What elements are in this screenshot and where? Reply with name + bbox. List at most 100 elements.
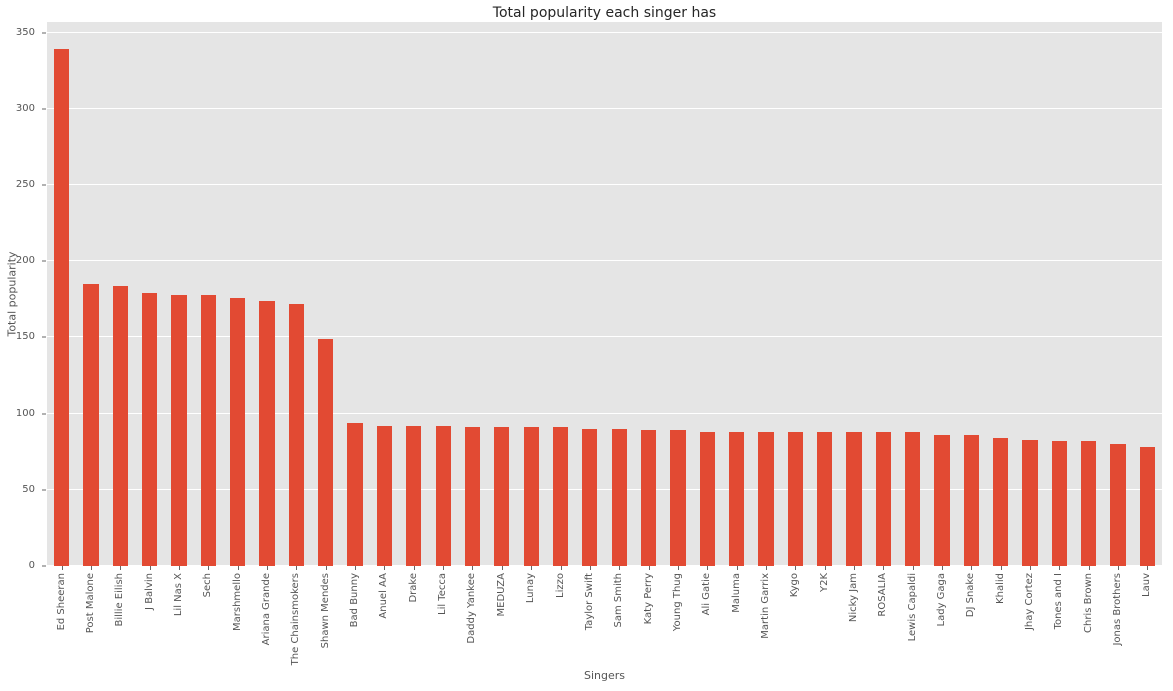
x-tick-column: Sech — [194, 566, 223, 658]
bar — [435, 425, 451, 566]
x-tick-column: MEDUZA — [487, 566, 516, 658]
bar-column — [517, 22, 546, 566]
x-tick-column: Y2K — [810, 566, 839, 658]
x-tick-label: Drake — [407, 573, 419, 603]
bar — [1022, 439, 1038, 566]
bar-column — [164, 22, 193, 566]
bar-column — [1045, 22, 1074, 566]
bar-column — [311, 22, 340, 566]
bar-column — [898, 22, 927, 566]
x-tick-column: Marshmello — [223, 566, 252, 658]
bar-column — [869, 22, 898, 566]
x-tick-label: Anuel AA — [378, 573, 390, 619]
bar-column — [428, 22, 457, 566]
x-tick-mark — [736, 566, 738, 570]
x-tick-label: Y2K — [818, 573, 830, 593]
x-tick-label: MEDUZA — [495, 573, 507, 617]
x-tick-column: DJ Snake — [957, 566, 986, 658]
x-tick-label: Post Malone — [85, 573, 97, 634]
bar-column — [76, 22, 105, 566]
bar-column — [252, 22, 281, 566]
bar — [464, 427, 481, 566]
bar — [963, 434, 979, 566]
x-tick-column: Maluma — [722, 566, 751, 658]
x-tick-label: Chris Brown — [1082, 573, 1094, 633]
x-tick-mark — [765, 566, 767, 570]
y-tick-mark — [42, 260, 46, 262]
bar-column — [957, 22, 986, 566]
x-tick-mark — [971, 566, 973, 570]
bar — [347, 422, 363, 566]
x-tick-label: Bad Bunny — [349, 573, 361, 628]
bar — [1110, 444, 1126, 566]
x-tick-column: Kygo — [781, 566, 810, 658]
x-tick-column: Billie Eilish — [106, 566, 135, 658]
bar — [171, 294, 187, 566]
x-tick-mark — [853, 566, 855, 570]
y-tick-label: 100 — [15, 407, 35, 419]
x-tick-label: J Balvin — [143, 573, 155, 610]
y-tick-label: 150 — [15, 331, 35, 343]
bar — [54, 49, 70, 566]
bar-column — [194, 22, 223, 566]
x-tick-column: J Balvin — [135, 566, 164, 658]
x-tick-mark — [1118, 566, 1120, 570]
x-tick-labels: Ed Sheeran Post Malone Billie Eilish J Balv… — [47, 566, 1162, 665]
x-tick-mark — [179, 566, 181, 570]
bar — [406, 425, 422, 566]
y-tick-mark — [42, 32, 46, 34]
bar-column — [106, 22, 135, 566]
y-tick-label: 300 — [15, 102, 35, 114]
bar-column — [663, 22, 692, 566]
x-tick-label: Lizzo — [554, 573, 566, 598]
bar — [640, 430, 657, 566]
bar-column — [634, 22, 663, 566]
x-tick-label: Lunay — [525, 573, 537, 604]
x-tick-label: Katy Perry — [642, 573, 654, 625]
x-tick-column: Post Malone — [76, 566, 105, 658]
x-tick-mark — [883, 566, 885, 570]
bar — [816, 431, 833, 566]
gridline — [47, 260, 1162, 262]
x-tick-column: Khalid — [986, 566, 1015, 658]
bar-column — [781, 22, 810, 566]
x-tick-mark — [941, 566, 943, 570]
x-tick-label: Lil Tecca — [437, 573, 449, 615]
bar-column — [575, 22, 604, 566]
x-tick-label: Ariana Grande — [261, 573, 273, 646]
x-tick-column: Bad Bunny — [340, 566, 369, 658]
x-tick-column: Lunay — [517, 566, 546, 658]
gridline — [47, 31, 1162, 33]
chart-title: Total popularity each singer has — [492, 5, 717, 21]
bar — [758, 431, 774, 566]
bar-column — [927, 22, 956, 566]
x-tick-column: Katy Perry — [634, 566, 663, 658]
bar — [552, 427, 569, 566]
x-tick-mark — [355, 566, 357, 570]
bar-column — [1133, 22, 1162, 566]
bar-column — [487, 22, 516, 566]
bar-column — [1015, 22, 1044, 566]
gridline — [47, 488, 1162, 490]
x-tick-column: Lizzo — [546, 566, 575, 658]
bar-column — [839, 22, 868, 566]
bar-column — [47, 22, 76, 566]
x-tick-mark — [325, 566, 327, 570]
x-tick-mark — [296, 566, 298, 570]
y-tick-labels: 0 50 100 150 200 250 300 350 — [0, 22, 47, 571]
x-tick-mark — [61, 566, 63, 570]
y-tick-label: 350 — [15, 26, 35, 38]
x-tick-label: ROSALIA — [877, 573, 889, 617]
x-tick-label: Lewis Capaldi — [906, 573, 918, 642]
x-tick-column: Ali Gatie — [693, 566, 722, 658]
bar-column — [1074, 22, 1103, 566]
x-tick-column: Chris Brown — [1074, 566, 1103, 658]
x-tick-mark — [1088, 566, 1090, 570]
bar — [699, 431, 715, 566]
bar-column — [546, 22, 575, 566]
x-tick-label: Marshmello — [231, 573, 243, 631]
x-tick-mark — [413, 566, 415, 570]
bar — [1081, 441, 1097, 566]
plot-area — [47, 22, 1162, 566]
x-tick-mark — [619, 566, 621, 570]
